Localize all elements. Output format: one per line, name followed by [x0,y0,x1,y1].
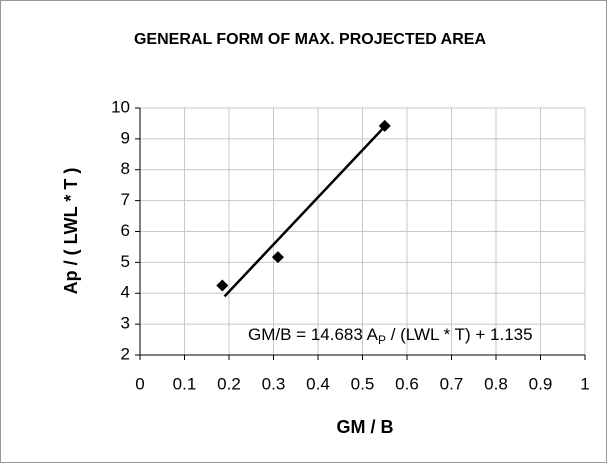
y-tick-label: 10 [111,97,130,116]
annotation-part: P [378,333,386,347]
x-tick-label: 0.1 [173,374,197,393]
x-tick-label: 0.4 [306,374,330,393]
point [378,119,391,132]
y-tick-label: 4 [121,283,130,302]
x-tick-label: 0 [135,374,144,393]
annotation-part: GM/B = 14.683 A [248,325,379,344]
x-axis-label: GM / B [337,417,394,437]
x-tick-label: 0.5 [351,374,375,393]
y-axis-label: Ap / ( LWL * T ) [61,168,81,295]
x-tick-label: 0.6 [395,374,419,393]
annotation: GM/B = 14.683 AP / (LWL * T) + 1.135 [248,325,533,347]
x-tick-label: 0.7 [440,374,464,393]
y-tick-label: 3 [121,314,130,333]
x-tick-label: 1 [580,374,589,393]
y-tick-label: 9 [121,128,130,147]
point [271,251,284,264]
point [216,279,229,292]
annotation-part: / (LWL * T) + 1.135 [386,325,533,344]
y-tick-label: 2 [121,344,130,363]
x-tick-label: 0.9 [529,374,553,393]
y-tick-label: 5 [121,252,130,271]
y-tick-label: 7 [121,190,130,209]
x-tick-label: 0.2 [217,374,241,393]
y-tick-label: 8 [121,159,130,178]
x-tick-label: 0.8 [484,374,508,393]
chart-title: GENERAL FORM OF MAX. PROJECTED AREA [134,31,486,48]
y-tick-label: 6 [121,221,130,240]
trendline [223,125,386,298]
x-tick-label: 0.3 [262,374,286,393]
